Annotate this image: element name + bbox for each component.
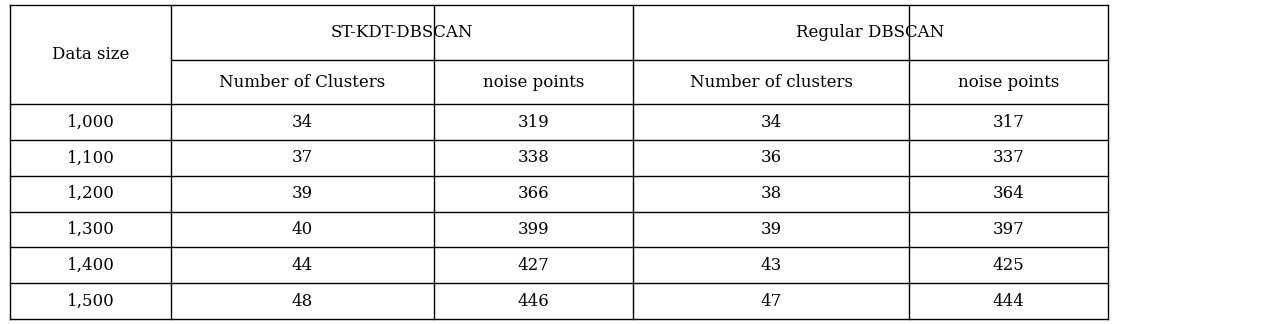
- Text: 48: 48: [291, 293, 313, 310]
- Text: 43: 43: [760, 257, 782, 274]
- Text: 444: 444: [993, 293, 1025, 310]
- Text: 337: 337: [993, 149, 1025, 167]
- Text: 446: 446: [517, 293, 550, 310]
- Text: Data size: Data size: [51, 46, 130, 63]
- Text: 1,500: 1,500: [67, 293, 114, 310]
- Text: 366: 366: [517, 185, 550, 202]
- Text: 1,300: 1,300: [67, 221, 114, 238]
- Text: 397: 397: [993, 221, 1025, 238]
- Text: ST-KDT-DBSCAN: ST-KDT-DBSCAN: [331, 24, 473, 41]
- Text: noise points: noise points: [958, 74, 1059, 91]
- Text: 427: 427: [517, 257, 550, 274]
- Text: 319: 319: [517, 113, 550, 131]
- Text: 47: 47: [760, 293, 782, 310]
- Text: 425: 425: [993, 257, 1025, 274]
- Text: 34: 34: [760, 113, 782, 131]
- Text: 1,000: 1,000: [67, 113, 114, 131]
- Text: 1,400: 1,400: [67, 257, 114, 274]
- Text: 364: 364: [993, 185, 1025, 202]
- Text: 338: 338: [517, 149, 550, 167]
- Text: 36: 36: [760, 149, 782, 167]
- Text: Number of clusters: Number of clusters: [690, 74, 853, 91]
- Text: 44: 44: [291, 257, 313, 274]
- Text: Regular DBSCAN: Regular DBSCAN: [796, 24, 945, 41]
- Text: 38: 38: [760, 185, 782, 202]
- Text: noise points: noise points: [483, 74, 584, 91]
- Text: 40: 40: [291, 221, 313, 238]
- Text: 1,200: 1,200: [67, 185, 114, 202]
- Text: Number of Clusters: Number of Clusters: [220, 74, 385, 91]
- Text: 39: 39: [291, 185, 313, 202]
- Text: 1,100: 1,100: [67, 149, 114, 167]
- Text: 39: 39: [760, 221, 782, 238]
- Text: 317: 317: [993, 113, 1025, 131]
- Text: 399: 399: [517, 221, 550, 238]
- Text: 37: 37: [291, 149, 313, 167]
- Text: 34: 34: [291, 113, 313, 131]
